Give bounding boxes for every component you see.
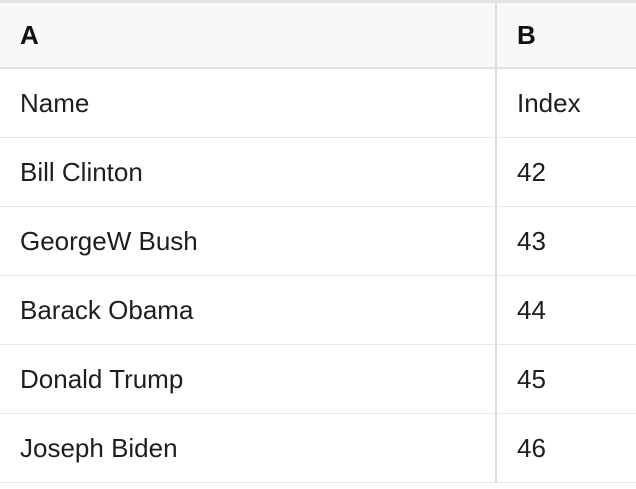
table-row: Joseph Biden 46 bbox=[0, 414, 636, 483]
table-row: Bill Clinton 42 bbox=[0, 138, 636, 207]
column-header-b[interactable]: B bbox=[517, 19, 536, 50]
table-row: GeorgeW Bush 43 bbox=[0, 207, 636, 276]
cell-a3[interactable]: GeorgeW Bush bbox=[0, 207, 497, 275]
cell-a4[interactable]: Barack Obama bbox=[0, 276, 497, 344]
table-row: Name Index bbox=[0, 69, 636, 138]
table-body: Name Index Bill Clinton 42 GeorgeW Bush 43 Bar… bbox=[0, 69, 636, 483]
cell-b4[interactable]: 44 bbox=[517, 294, 546, 325]
cell-b5[interactable]: 45 bbox=[517, 363, 546, 394]
table-row: Donald Trump 45 bbox=[0, 345, 636, 414]
column-header-row: A B bbox=[0, 3, 636, 69]
cell-a1[interactable]: Name bbox=[0, 69, 497, 137]
column-header-a[interactable]: A bbox=[0, 3, 497, 67]
table-row: Barack Obama 44 bbox=[0, 276, 636, 345]
cell-b3[interactable]: 43 bbox=[517, 225, 546, 256]
cell-b6[interactable]: 46 bbox=[517, 432, 546, 463]
cell-b2[interactable]: 42 bbox=[517, 156, 546, 187]
cell-b1[interactable]: Index bbox=[517, 87, 581, 118]
cell-a2[interactable]: Bill Clinton bbox=[0, 138, 497, 206]
cell-a5[interactable]: Donald Trump bbox=[0, 345, 497, 413]
cell-a6[interactable]: Joseph Biden bbox=[0, 414, 497, 482]
